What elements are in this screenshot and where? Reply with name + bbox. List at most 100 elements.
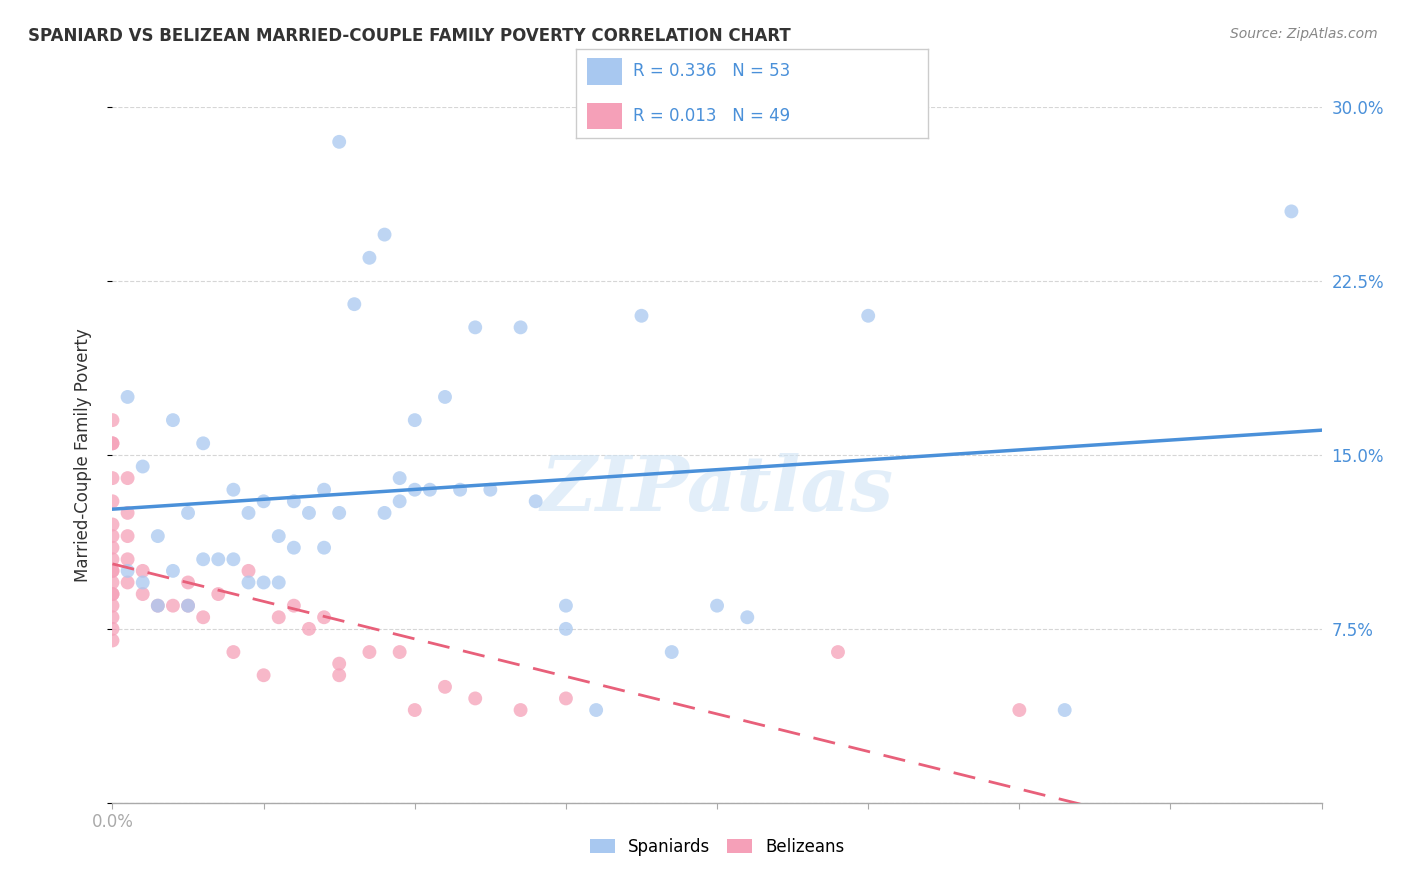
Point: [827, 645, 849, 659]
Point: [207, 552, 229, 566]
Point: [101, 633, 124, 648]
Point: [856, 309, 880, 323]
Point: [524, 494, 547, 508]
Point: [117, 529, 139, 543]
Point: [101, 436, 124, 450]
Point: [162, 564, 184, 578]
Point: [1279, 204, 1302, 219]
Point: [101, 517, 124, 532]
Point: [388, 471, 411, 485]
Point: [132, 575, 155, 590]
Point: [374, 506, 396, 520]
Point: [267, 610, 290, 624]
Point: [554, 622, 576, 636]
Point: [737, 610, 759, 624]
Point: [101, 564, 124, 578]
Point: [117, 506, 139, 520]
Point: [101, 413, 124, 427]
Point: [267, 529, 290, 543]
Point: [191, 552, 214, 566]
Point: [146, 599, 169, 613]
Point: [314, 610, 336, 624]
Legend: Spaniards, Belizeans: Spaniards, Belizeans: [581, 830, 853, 864]
Point: [177, 506, 200, 520]
Point: [706, 599, 728, 613]
Point: [177, 575, 200, 590]
Text: R = 0.336   N = 53: R = 0.336 N = 53: [633, 62, 790, 80]
Point: [253, 575, 276, 590]
Point: [101, 552, 124, 566]
Point: [117, 471, 139, 485]
Point: [146, 599, 169, 613]
Point: [101, 436, 124, 450]
Point: [298, 506, 321, 520]
Point: [298, 622, 321, 636]
Point: [117, 575, 139, 590]
Point: [1008, 703, 1031, 717]
Point: [101, 587, 124, 601]
Point: [404, 703, 426, 717]
Point: [419, 483, 441, 497]
Point: [117, 552, 139, 566]
Point: [314, 483, 336, 497]
Point: [359, 251, 381, 265]
Point: [207, 587, 229, 601]
Point: [509, 703, 531, 717]
Point: [222, 483, 245, 497]
Point: [162, 413, 184, 427]
Point: [101, 587, 124, 601]
Point: [101, 622, 124, 636]
Point: [1053, 703, 1076, 717]
Point: [509, 320, 531, 334]
Point: [238, 575, 260, 590]
Point: [132, 564, 155, 578]
Point: [433, 680, 456, 694]
Point: [328, 668, 350, 682]
Point: [253, 668, 276, 682]
Point: [388, 494, 411, 508]
Text: ZIPatlas: ZIPatlas: [540, 453, 894, 526]
Point: [464, 320, 486, 334]
Point: [359, 645, 381, 659]
Point: [661, 645, 683, 659]
Point: [117, 564, 139, 578]
Point: [314, 541, 336, 555]
Point: [283, 599, 305, 613]
Point: [479, 483, 502, 497]
Point: [177, 599, 200, 613]
Point: [404, 483, 426, 497]
Point: [222, 645, 245, 659]
Point: [433, 390, 456, 404]
Text: R = 0.013   N = 49: R = 0.013 N = 49: [633, 107, 790, 125]
Point: [554, 691, 576, 706]
Point: [222, 552, 245, 566]
Point: [101, 541, 124, 555]
Point: [328, 657, 350, 671]
Point: [585, 703, 607, 717]
Point: [328, 135, 350, 149]
Point: [374, 227, 396, 242]
Point: [267, 575, 290, 590]
Point: [132, 587, 155, 601]
Point: [117, 390, 139, 404]
Point: [101, 599, 124, 613]
Point: [328, 506, 350, 520]
Point: [101, 494, 124, 508]
Point: [177, 599, 200, 613]
Text: Source: ZipAtlas.com: Source: ZipAtlas.com: [1230, 27, 1378, 41]
Point: [283, 494, 305, 508]
Point: [162, 599, 184, 613]
Point: [449, 483, 471, 497]
Point: [101, 471, 124, 485]
Y-axis label: Married-Couple Family Poverty: Married-Couple Family Poverty: [73, 328, 91, 582]
Point: [253, 494, 276, 508]
Point: [132, 459, 155, 474]
Point: [283, 541, 305, 555]
Point: [191, 436, 214, 450]
Point: [238, 506, 260, 520]
Point: [554, 599, 576, 613]
Text: SPANIARD VS BELIZEAN MARRIED-COUPLE FAMILY POVERTY CORRELATION CHART: SPANIARD VS BELIZEAN MARRIED-COUPLE FAMI…: [28, 27, 790, 45]
Point: [388, 645, 411, 659]
Point: [101, 564, 124, 578]
Bar: [586, 58, 621, 85]
